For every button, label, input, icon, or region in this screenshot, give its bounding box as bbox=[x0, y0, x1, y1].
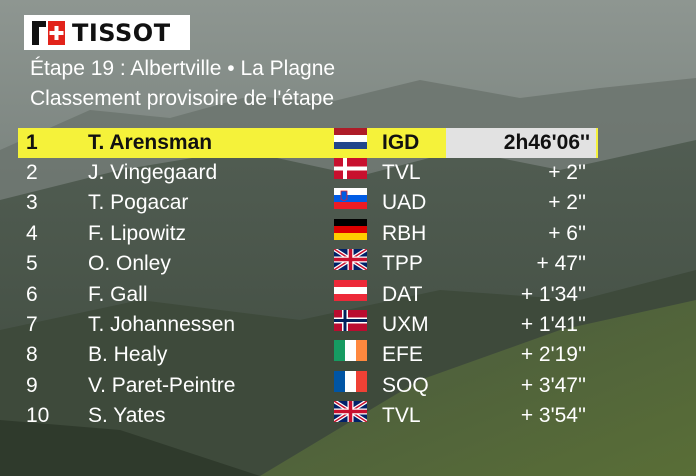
norway-flag-icon bbox=[334, 309, 367, 331]
position: 5 bbox=[26, 252, 38, 276]
table-row: 9 V. Paret-Peintre SOQ + 3'47'' bbox=[18, 370, 598, 401]
rider-name: B. Healy bbox=[88, 343, 168, 367]
time-gap: + 47'' bbox=[536, 252, 586, 276]
position: 10 bbox=[26, 404, 50, 428]
table-row: 2 J. Vingegaard TVL + 2'' bbox=[18, 158, 598, 188]
position: 2 bbox=[26, 161, 38, 184]
table-row: 4 F. Lipowitz RBH + 6'' bbox=[18, 218, 598, 249]
position: 9 bbox=[26, 373, 38, 397]
table-row: 5 O. Onley TPP + 47'' bbox=[18, 249, 598, 279]
team-code: UAD bbox=[382, 191, 427, 215]
team-code: UXM bbox=[382, 312, 429, 336]
time-gap: + 2'19'' bbox=[520, 343, 586, 367]
time-gap: + 1'41'' bbox=[520, 312, 586, 336]
team-code: SOQ bbox=[382, 373, 429, 397]
rider-name: J. Vingegaard bbox=[88, 161, 218, 184]
france-flag-icon bbox=[334, 370, 367, 392]
uk-flag-icon bbox=[334, 401, 367, 423]
table-row: 8 B. Healy EFE + 2'19'' bbox=[18, 340, 598, 370]
rider-name: O. Onley bbox=[88, 252, 171, 276]
time-gap: + 2'' bbox=[548, 191, 586, 215]
time-gap: + 3'54'' bbox=[520, 404, 586, 428]
table-row: 6 F. Gall DAT + 1'34'' bbox=[18, 279, 598, 310]
table-row: 3 T. Pogacar UAD + 2'' bbox=[18, 188, 598, 218]
table-row: 1 T. Arensman IGD 2h46'06'' bbox=[18, 128, 598, 158]
team-code: IGD bbox=[382, 131, 420, 154]
tissot-logo: TISSOT bbox=[24, 15, 190, 50]
germany-flag-icon bbox=[334, 218, 367, 240]
position: 8 bbox=[26, 343, 38, 367]
rider-name: T. Arensman bbox=[88, 131, 213, 154]
slovenia-flag-icon bbox=[334, 188, 367, 210]
rider-name: T. Pogacar bbox=[88, 191, 189, 215]
ireland-flag-icon bbox=[334, 340, 367, 362]
team-code: TPP bbox=[382, 252, 423, 276]
position: 1 bbox=[26, 131, 38, 154]
uk-flag-icon bbox=[334, 249, 367, 271]
rider-name: S. Yates bbox=[88, 404, 166, 428]
results-table: 1 T. Arensman IGD 2h46'06'' 2 J. Vingega… bbox=[18, 128, 598, 432]
table-row: 10 S. Yates TVL + 3'54'' bbox=[18, 401, 598, 431]
leader-time-cell bbox=[446, 128, 596, 158]
denmark-flag-icon bbox=[334, 158, 367, 179]
rider-name: F. Gall bbox=[88, 282, 148, 306]
team-code: DAT bbox=[382, 282, 423, 306]
netherlands-flag-icon bbox=[334, 128, 367, 149]
time-gap: + 2'' bbox=[548, 161, 586, 184]
time-gap: + 3'47'' bbox=[520, 373, 586, 397]
table-row: 7 T. Johannessen UXM + 1'41'' bbox=[18, 309, 598, 340]
tissot-logo-mark-icon bbox=[32, 20, 65, 45]
rider-name: V. Paret-Peintre bbox=[88, 373, 236, 397]
rider-name: T. Johannessen bbox=[88, 312, 236, 336]
team-code: TVL bbox=[382, 404, 421, 428]
position: 4 bbox=[26, 221, 38, 245]
team-code: EFE bbox=[382, 343, 423, 367]
position: 3 bbox=[26, 191, 38, 215]
position: 6 bbox=[26, 282, 38, 306]
tissot-wordmark: TISSOT bbox=[72, 18, 171, 47]
classification-title: Classement provisoire de l'étape bbox=[30, 87, 334, 110]
team-code: TVL bbox=[382, 161, 421, 184]
stage-title: Étape 19 : Albertville • La Plagne bbox=[30, 57, 336, 80]
time-gap: 2h46'06'' bbox=[503, 131, 590, 154]
rider-name: F. Lipowitz bbox=[88, 221, 187, 245]
position: 7 bbox=[26, 312, 38, 336]
team-code: RBH bbox=[382, 221, 427, 245]
time-gap: + 6'' bbox=[548, 221, 586, 245]
austria-flag-icon bbox=[334, 279, 367, 301]
time-gap: + 1'34'' bbox=[520, 282, 586, 306]
